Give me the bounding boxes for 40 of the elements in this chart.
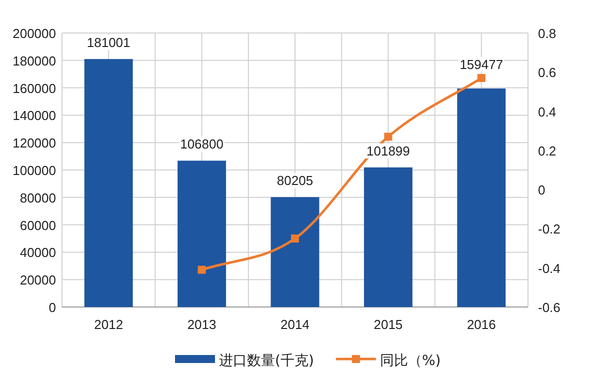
y2-tick-label: -0.4 <box>538 260 560 276</box>
y-tick-label: 40000 <box>20 245 56 260</box>
y2-tick-label: -0.2 <box>538 222 560 237</box>
bar <box>84 59 133 307</box>
y-tick-label: 80000 <box>20 190 56 206</box>
y-tick-label: 200000 <box>12 26 56 41</box>
x-tick-label: 2012 <box>94 317 124 332</box>
y-tick-label: 20000 <box>20 272 56 288</box>
y-tick-label: 140000 <box>12 108 56 124</box>
y2-tick-label: 0.4 <box>538 104 556 120</box>
x-tick-label: 2013 <box>187 317 216 332</box>
y-tick-label: 100000 <box>12 163 56 178</box>
y-tick-label: 160000 <box>12 80 56 96</box>
y2-tick-label: 0.8 <box>538 26 556 41</box>
bar <box>270 197 320 307</box>
y2-tick-label: -0.6 <box>538 300 560 315</box>
y-tick-label: 180000 <box>12 53 56 68</box>
data-label: 80205 <box>276 173 314 188</box>
legend-label: 同比（%) <box>380 353 441 369</box>
point <box>477 74 486 82</box>
data-label: 101899 <box>366 143 410 158</box>
y2-tick-label: 0 <box>538 182 546 198</box>
bar <box>364 167 412 307</box>
x-tick-label: 2016 <box>466 317 496 332</box>
point <box>198 266 206 274</box>
data-label: 106800 <box>180 136 224 152</box>
y2-tick-label: 0.2 <box>538 143 556 158</box>
bar <box>178 160 226 307</box>
x-tick-label: 2014 <box>280 317 310 332</box>
bar <box>457 88 506 307</box>
legend-label: 进口数量(千克) <box>219 353 314 369</box>
y-tick-label: 120000 <box>12 136 56 151</box>
x-tick-label: 2015 <box>374 317 403 332</box>
data-label: 159477 <box>460 57 504 72</box>
y-tick-label: 0 <box>48 300 56 315</box>
data-label: 181001 <box>86 35 130 50</box>
point <box>291 234 299 242</box>
y2-tick-label: 0.6 <box>538 65 556 80</box>
point <box>384 132 392 141</box>
y-tick-label: 60000 <box>20 218 56 233</box>
